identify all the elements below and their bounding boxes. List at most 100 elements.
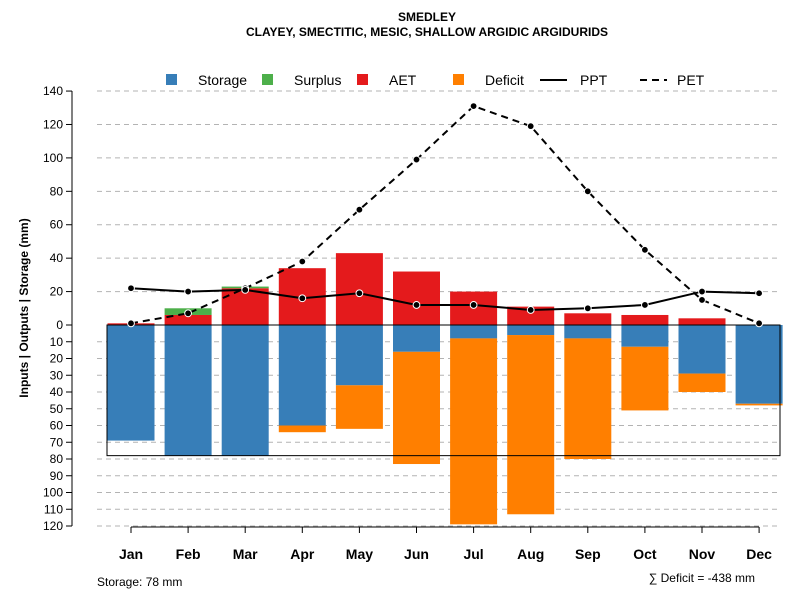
deficit-bar [564, 338, 612, 459]
ppt-point [583, 304, 592, 313]
storage-bar [678, 325, 726, 374]
pet-point [526, 122, 535, 131]
x-tick-label: Mar [233, 546, 258, 562]
lines [127, 102, 763, 328]
y-tick-label: 20 [50, 285, 64, 299]
chart-title: SMEDLEY [398, 10, 456, 24]
y-tick-label: 60 [50, 419, 64, 433]
legend-swatch-deficit [453, 74, 464, 85]
deficit-bar [735, 403, 783, 406]
ppt-point [184, 287, 193, 296]
pet-point [641, 245, 649, 254]
pet-point [355, 205, 364, 214]
storage-bar [621, 325, 669, 347]
x-tick-label: Dec [746, 546, 772, 562]
legend-label-deficit: Deficit [485, 72, 524, 88]
y-tick-label: 110 [44, 502, 63, 516]
aet-bar [221, 288, 269, 325]
x-tick-label: Nov [689, 546, 716, 562]
storage-bar [393, 325, 440, 352]
pet-point [469, 102, 478, 110]
y-tick-label: 30 [50, 368, 64, 382]
bars [106, 253, 783, 525]
storage-bar [278, 325, 326, 426]
deficit-bar [450, 338, 498, 525]
pet-point [698, 296, 706, 304]
legend-label-pet: PET [677, 72, 705, 88]
ppt-line [130, 287, 760, 311]
ppt-point [641, 301, 649, 309]
x-tick-label: Jul [463, 546, 483, 562]
storage-bar [221, 325, 269, 456]
ppt-point [698, 287, 706, 296]
storage-bar [335, 325, 383, 386]
aet-bar [621, 314, 669, 325]
deficit-bar [678, 373, 726, 392]
pet-point [184, 309, 193, 318]
legend-swatch-storage [166, 74, 177, 85]
aet-bar [393, 271, 440, 325]
aet-bar [678, 318, 726, 325]
x-tick-label: Sep [575, 546, 601, 562]
y-tick-label: 20 [50, 352, 64, 366]
y-tick-label: 50 [50, 402, 64, 416]
deficit-bar [621, 346, 669, 411]
pet-point [583, 187, 592, 196]
storage-bar [564, 325, 612, 339]
y-tick-label: 70 [50, 435, 64, 449]
x-tick-label: Oct [633, 546, 657, 562]
ppt-point [127, 284, 135, 293]
y-tick-label: 100 [43, 151, 63, 165]
ppt-point [526, 306, 535, 314]
legend-label-storage: Storage [198, 72, 247, 88]
pet-point [755, 319, 763, 328]
y-tick-label: 120 [43, 117, 63, 131]
deficit-bar [335, 385, 383, 429]
ppt-point [355, 289, 364, 298]
y-tick-label: 120 [43, 519, 63, 533]
y-tick-label: 60 [50, 218, 64, 232]
pet-point [412, 155, 421, 164]
pet-point [127, 319, 135, 328]
ppt-point [755, 289, 763, 298]
y-tick-label: 40 [50, 385, 64, 399]
legend-label-aet: AET [389, 72, 417, 88]
x-tick-label: May [346, 546, 373, 562]
aet-bar [564, 313, 612, 325]
legend-swatch-aet [357, 74, 368, 85]
deficit-bar [507, 335, 555, 515]
pet-line [130, 104, 760, 325]
x-tick-label: Aug [517, 546, 544, 562]
deficit-bar [393, 351, 440, 465]
aet-bar [507, 306, 555, 325]
storage-bar [507, 325, 555, 336]
y-tick-label: 80 [50, 184, 64, 198]
ppt-point [241, 286, 250, 294]
y-tick-label: 10 [50, 335, 64, 349]
storage-bar [107, 325, 155, 441]
aet-bar [335, 253, 383, 325]
x-tick-label: Jan [119, 546, 143, 562]
y-axis: 0 20 40 60 80 100 120 140 10 20 30 40 50 60 70 80 90 100 1… [43, 84, 73, 533]
aet-bar [164, 314, 212, 325]
x-tick-label: Jun [404, 546, 429, 562]
footer-storage: Storage: 78 mm [97, 575, 182, 589]
y-tick-label: 140 [43, 84, 63, 98]
storage-bar [450, 325, 498, 339]
storage-bar [735, 325, 783, 404]
y-tick-label: 100 [43, 486, 63, 500]
legend-swatch-surplus [262, 74, 273, 85]
x-axis: Jan Feb Mar Apr May Jun Jul Aug Sep Oct Nov Dec [119, 526, 772, 562]
y-axis-label: Inputs | Outputs | Storage (mm) [17, 218, 31, 397]
ppt-point [298, 294, 307, 303]
ppt-point [412, 301, 421, 309]
y-tick-label: 40 [50, 251, 64, 265]
chart-subtitle: CLAYEY, SMECTITIC, MESIC, SHALLOW ARGIDI… [246, 25, 608, 39]
legend: Storage Surplus AET Deficit PPT PET [166, 72, 705, 88]
y-tick-label: 0 [56, 318, 63, 332]
y-tick-label: 80 [50, 452, 64, 466]
pet-point [298, 257, 307, 266]
legend-label-ppt: PPT [580, 72, 608, 88]
deficit-bar [278, 425, 326, 433]
